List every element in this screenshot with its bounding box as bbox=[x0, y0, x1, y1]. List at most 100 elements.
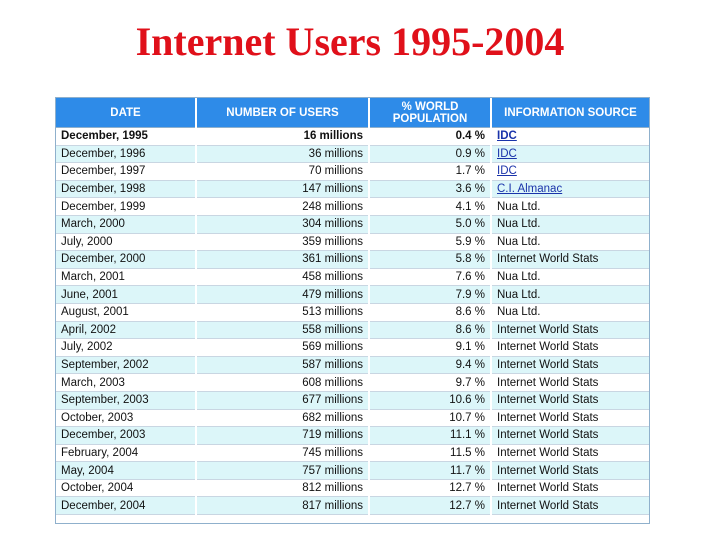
cell-date: December, 1998 bbox=[56, 180, 197, 199]
cell-date: December, 1995 bbox=[56, 127, 197, 146]
table-row: December, 1996 36 millions 0.9 % IDC bbox=[56, 145, 649, 164]
cell-source: Nua Ltd. bbox=[491, 215, 649, 234]
cell-users: 587 millions bbox=[196, 356, 370, 375]
cell-pct: 10.6 % bbox=[369, 391, 492, 410]
cell-source: Internet World Stats bbox=[491, 496, 649, 516]
cell-pct: 11.1 % bbox=[369, 426, 492, 445]
cell-users: 569 millions bbox=[196, 338, 370, 357]
cell-date: July, 2002 bbox=[56, 338, 197, 357]
cell-date: June, 2001 bbox=[56, 285, 197, 304]
cell-users: 608 millions bbox=[196, 373, 370, 392]
cell-source[interactable]: C.I. Almanac bbox=[491, 180, 649, 199]
cell-pct: 9.4 % bbox=[369, 356, 492, 375]
page-title: Internet Users 1995-2004 bbox=[135, 19, 565, 64]
cell-pct: 5.8 % bbox=[369, 250, 492, 269]
cell-users: 812 millions bbox=[196, 479, 370, 498]
cell-users: 817 millions bbox=[196, 496, 370, 516]
data-table: DATE NUMBER OF USERS % WORLD POPULATION … bbox=[56, 98, 649, 516]
cell-pct: 0.9 % bbox=[369, 145, 492, 164]
table-row: December, 2000 361 millions 5.8 % Internet … bbox=[56, 250, 649, 269]
column-header-users: NUMBER OF USERS bbox=[196, 98, 370, 128]
cell-pct: 8.6 % bbox=[369, 321, 492, 340]
cell-pct: 7.9 % bbox=[369, 285, 492, 304]
cell-date: March, 2000 bbox=[56, 215, 197, 234]
table-row: December, 1997 70 millions 1.7 % IDC bbox=[56, 162, 649, 181]
cell-users: 745 millions bbox=[196, 444, 370, 463]
table-row: June, 2001 479 millions 7.9 % Nua Ltd. bbox=[56, 285, 649, 304]
cell-source: Nua Ltd. bbox=[491, 233, 649, 252]
table-row: April, 2002 558 millions 8.6 % Internet Wor… bbox=[56, 321, 649, 340]
cell-source: Internet World Stats bbox=[491, 250, 649, 269]
cell-users: 359 millions bbox=[196, 233, 370, 252]
cell-pct: 0.4 % bbox=[369, 127, 492, 146]
cell-source: Internet World Stats bbox=[491, 391, 649, 410]
cell-source: Internet World Stats bbox=[491, 356, 649, 375]
column-header-pct: % WORLD POPULATION bbox=[369, 98, 492, 128]
cell-pct: 11.5 % bbox=[369, 444, 492, 463]
cell-date: March, 2001 bbox=[56, 268, 197, 287]
cell-pct: 12.7 % bbox=[369, 496, 492, 516]
cell-date: December, 1996 bbox=[56, 145, 197, 164]
cell-users: 70 millions bbox=[196, 162, 370, 181]
cell-source: Internet World Stats bbox=[491, 321, 649, 340]
table-row: July, 2002 569 millions 9.1 % Internet Worl… bbox=[56, 338, 649, 357]
table-row: September, 2003 677 millions 10.6 % Interne… bbox=[56, 391, 649, 410]
cell-source[interactable]: IDC bbox=[491, 127, 649, 146]
cell-source: Internet World Stats bbox=[491, 338, 649, 357]
cell-pct: 12.7 % bbox=[369, 479, 492, 498]
cell-date: December, 2000 bbox=[56, 250, 197, 269]
cell-users: 458 millions bbox=[196, 268, 370, 287]
table-row: May, 2004 757 millions 11.7 % Internet Worl… bbox=[56, 461, 649, 480]
cell-users: 719 millions bbox=[196, 426, 370, 445]
cell-pct: 10.7 % bbox=[369, 409, 492, 428]
cell-date: December, 1999 bbox=[56, 197, 197, 216]
cell-users: 682 millions bbox=[196, 409, 370, 428]
cell-date: December, 2003 bbox=[56, 426, 197, 445]
table-row: March, 2001 458 millions 7.6 % Nua Ltd. bbox=[56, 268, 649, 287]
cell-users: 147 millions bbox=[196, 180, 370, 199]
table-body: December, 1995 16 millions 0.4 % IDC Decembe… bbox=[56, 127, 649, 516]
table-row: March, 2003 608 millions 9.7 % Internet Wor… bbox=[56, 373, 649, 392]
cell-users: 479 millions bbox=[196, 285, 370, 304]
cell-source: Internet World Stats bbox=[491, 373, 649, 392]
cell-pct: 1.7 % bbox=[369, 162, 492, 181]
cell-source: Internet World Stats bbox=[491, 426, 649, 445]
cell-source: Nua Ltd. bbox=[491, 285, 649, 304]
table-row: December, 2003 719 millions 11.1 % Internet… bbox=[56, 426, 649, 445]
cell-source: Internet World Stats bbox=[491, 444, 649, 463]
cell-source: Internet World Stats bbox=[491, 409, 649, 428]
table-row: August, 2001 513 millions 8.6 % Nua Ltd. bbox=[56, 303, 649, 322]
cell-pct: 11.7 % bbox=[369, 461, 492, 480]
table-row: February, 2004 745 millions 11.5 % Internet… bbox=[56, 444, 649, 463]
cell-source[interactable]: IDC bbox=[491, 145, 649, 164]
table-header-row: DATE NUMBER OF USERS % WORLD POPULATION … bbox=[56, 98, 649, 128]
cell-date: September, 2003 bbox=[56, 391, 197, 410]
table-row: December, 1998 147 millions 3.6 % C.I. Alma… bbox=[56, 180, 649, 199]
cell-users: 757 millions bbox=[196, 461, 370, 480]
cell-source[interactable]: IDC bbox=[491, 162, 649, 181]
cell-date: October, 2004 bbox=[56, 479, 197, 498]
cell-date: July, 2000 bbox=[56, 233, 197, 252]
cell-users: 677 millions bbox=[196, 391, 370, 410]
table-row: October, 2004 812 millions 12.7 % Internet … bbox=[56, 479, 649, 498]
cell-pct: 9.7 % bbox=[369, 373, 492, 392]
cell-source: Nua Ltd. bbox=[491, 268, 649, 287]
table-row: October, 2003 682 millions 10.7 % Internet … bbox=[56, 409, 649, 428]
cell-pct: 8.6 % bbox=[369, 303, 492, 322]
cell-date: December, 1997 bbox=[56, 162, 197, 181]
cell-pct: 5.0 % bbox=[369, 215, 492, 234]
cell-users: 558 millions bbox=[196, 321, 370, 340]
cell-date: April, 2002 bbox=[56, 321, 197, 340]
cell-pct: 5.9 % bbox=[369, 233, 492, 252]
internet-users-table: DATE NUMBER OF USERS % WORLD POPULATION … bbox=[55, 97, 650, 524]
table-row: December, 1999 248 millions 4.1 % Nua Ltd. bbox=[56, 197, 649, 216]
column-header-date: DATE bbox=[56, 98, 197, 128]
table-row: September, 2002 587 millions 9.4 % Internet… bbox=[56, 356, 649, 375]
cell-users: 304 millions bbox=[196, 215, 370, 234]
cell-source: Internet World Stats bbox=[491, 479, 649, 498]
cell-date: March, 2003 bbox=[56, 373, 197, 392]
cell-date: August, 2001 bbox=[56, 303, 197, 322]
cell-pct: 4.1 % bbox=[369, 197, 492, 216]
cell-users: 513 millions bbox=[196, 303, 370, 322]
cell-users: 36 millions bbox=[196, 145, 370, 164]
